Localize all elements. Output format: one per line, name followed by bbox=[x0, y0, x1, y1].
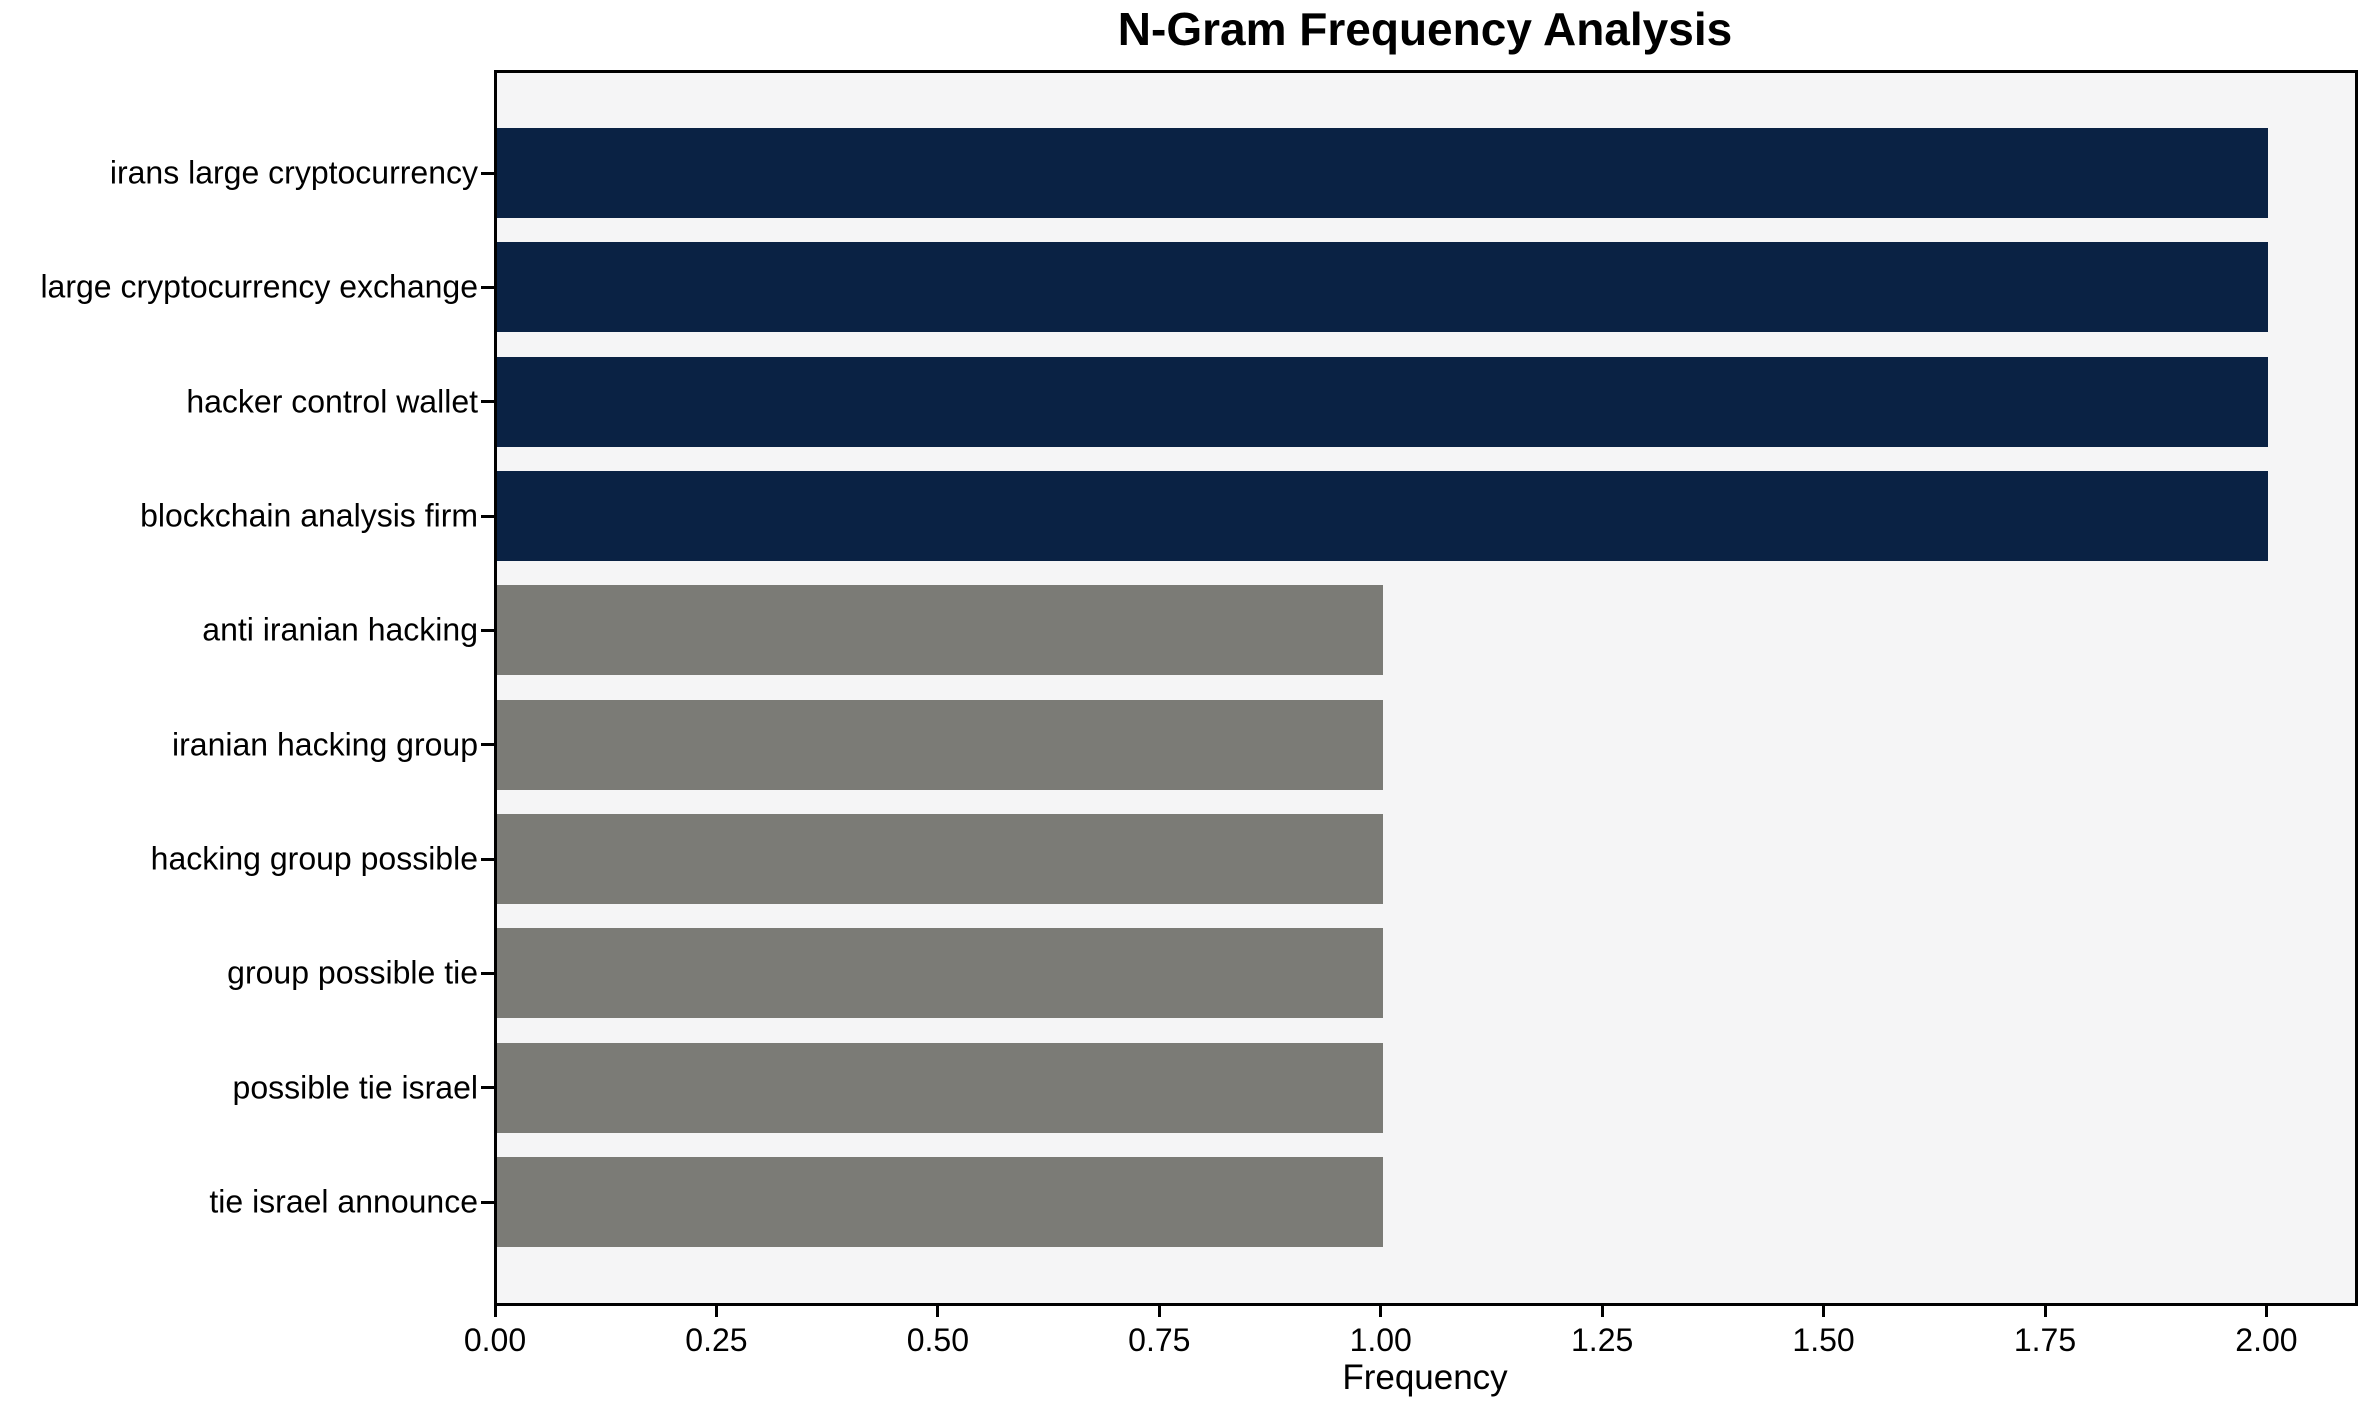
y-tick bbox=[481, 171, 495, 175]
plot-area bbox=[494, 70, 2358, 1306]
y-label-blockchain-analysis-firm: blockchain analysis firm bbox=[140, 497, 478, 534]
bar-possible-tie-israel bbox=[497, 1042, 1383, 1133]
x-tick-label-1.25: 1.25 bbox=[1571, 1322, 1634, 1358]
y-tick bbox=[481, 743, 495, 747]
y-tick bbox=[481, 1086, 495, 1090]
y-tick bbox=[481, 514, 495, 518]
y-tick bbox=[481, 857, 495, 861]
x-tick bbox=[1822, 1304, 1826, 1317]
x-tick-label-1.50: 1.50 bbox=[1792, 1322, 1855, 1358]
y-label-hacking-group-possible: hacking group possible bbox=[150, 840, 478, 877]
bar-hacking-group-possible bbox=[497, 814, 1383, 904]
y-tick bbox=[481, 628, 495, 632]
x-tick bbox=[2043, 1304, 2047, 1317]
y-label-group-possible-tie: group possible tie bbox=[227, 954, 478, 991]
y-tick bbox=[481, 971, 495, 975]
x-tick-label-1.75: 1.75 bbox=[2013, 1322, 2077, 1358]
y-label-possible-tie-israel: possible tie israel bbox=[232, 1069, 478, 1106]
bar-tie-israel-announce bbox=[497, 1157, 1383, 1247]
y-label-tie-israel-announce: tie israel announce bbox=[209, 1183, 478, 1220]
x-tick-label-0.25: 0.25 bbox=[685, 1322, 748, 1358]
x-tick bbox=[714, 1304, 718, 1317]
y-label-anti-iranian-hacking: anti iranian hacking bbox=[202, 611, 478, 648]
bar-irans-large-cryptocurrency bbox=[497, 128, 2268, 218]
y-label-large-cryptocurrency-exchange: large cryptocurrency exchange bbox=[40, 268, 478, 305]
x-tick-label-0.75: 0.75 bbox=[1128, 1322, 1191, 1358]
bar-blockchain-analysis-firm bbox=[497, 471, 2268, 561]
x-tick bbox=[1157, 1304, 1161, 1317]
x-tick bbox=[936, 1304, 940, 1317]
x-axis-title: Frequency bbox=[1342, 1358, 1508, 1397]
chart-title: N-Gram Frequency Analysis bbox=[1117, 3, 1733, 55]
y-label-iranian-hacking-group: iranian hacking group bbox=[172, 726, 478, 763]
bar-iranian-hacking-group bbox=[497, 699, 1383, 790]
x-tick bbox=[2264, 1304, 2268, 1317]
x-tick-label-1.00: 1.00 bbox=[1349, 1322, 1412, 1358]
x-tick-label-2.00: 2.00 bbox=[2235, 1322, 2298, 1358]
y-tick bbox=[481, 400, 495, 404]
x-tick bbox=[1600, 1304, 1604, 1317]
bar-hacker-control-wallet bbox=[497, 356, 2268, 447]
bar-group-possible-tie bbox=[497, 928, 1383, 1019]
bar-anti-iranian-hacking bbox=[497, 585, 1383, 676]
x-tick-label-0.00: 0.00 bbox=[463, 1322, 527, 1358]
y-tick bbox=[481, 1200, 495, 1204]
x-tick bbox=[493, 1304, 497, 1317]
y-tick bbox=[481, 285, 495, 289]
bar-large-cryptocurrency-exchange bbox=[497, 242, 2268, 333]
x-tick-label-0.50: 0.50 bbox=[906, 1322, 969, 1358]
y-label-hacker-control-wallet: hacker control wallet bbox=[186, 383, 478, 420]
x-tick bbox=[1379, 1304, 1383, 1317]
y-label-irans-large-cryptocurrency: irans large cryptocurrency bbox=[109, 154, 478, 191]
